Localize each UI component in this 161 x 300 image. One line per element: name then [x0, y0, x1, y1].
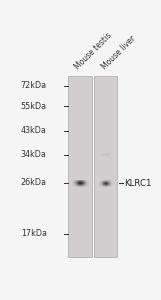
Text: Mouse liver: Mouse liver: [100, 34, 137, 72]
Text: 17kDa: 17kDa: [21, 229, 47, 238]
Text: Mouse testis: Mouse testis: [73, 31, 114, 72]
Text: KLRC1: KLRC1: [124, 179, 151, 188]
Text: 72kDa: 72kDa: [21, 81, 47, 90]
Bar: [94, 76, 117, 256]
Text: 43kDa: 43kDa: [21, 126, 47, 135]
Text: 55kDa: 55kDa: [21, 102, 47, 111]
Text: 26kDa: 26kDa: [21, 178, 47, 187]
Bar: [68, 76, 92, 256]
Text: 34kDa: 34kDa: [21, 151, 47, 160]
